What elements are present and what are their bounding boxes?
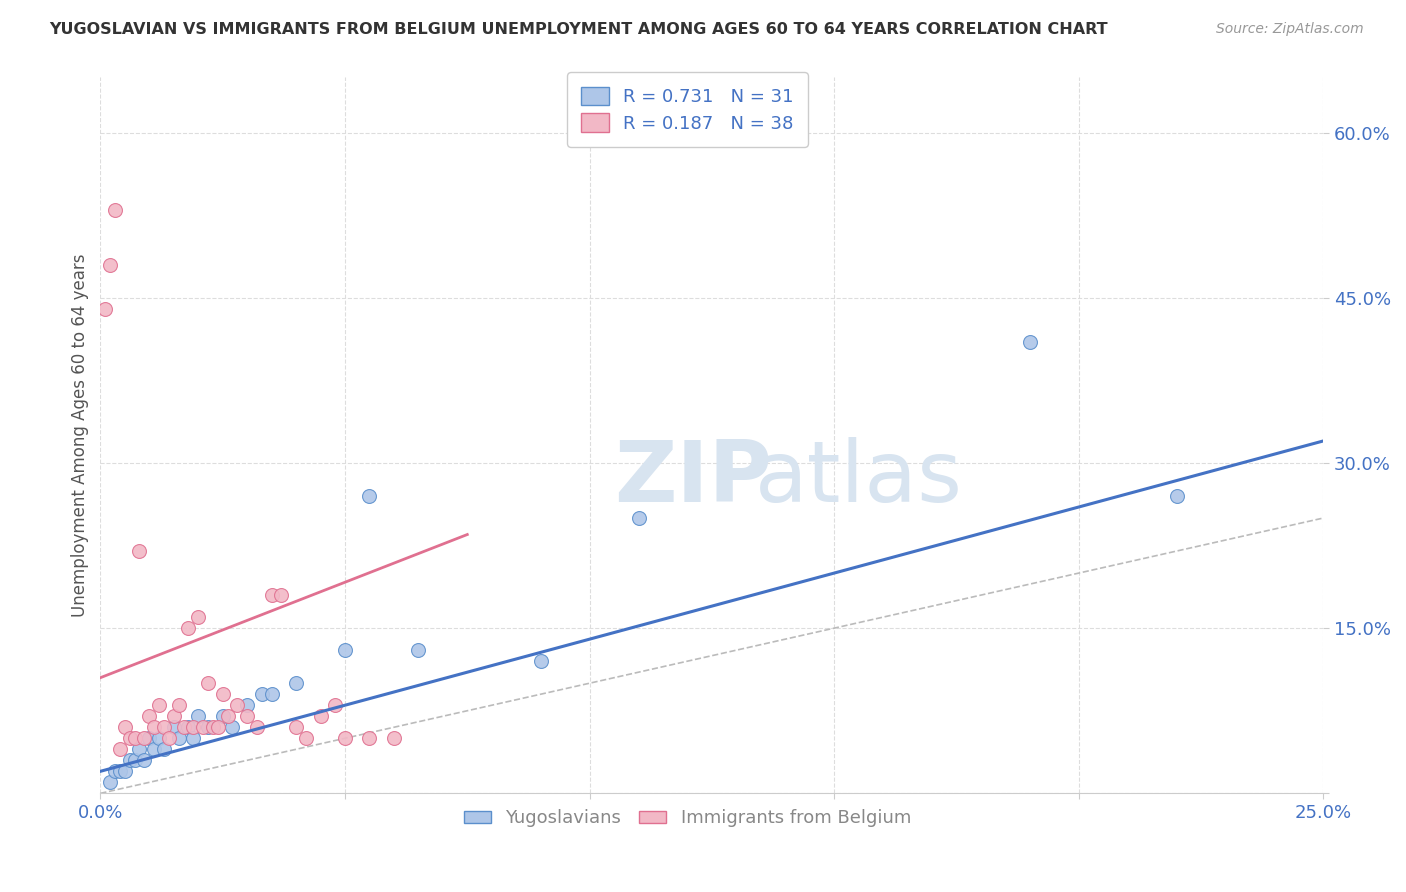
Point (309, 709, 332, 723)
Point (114, 764, 136, 779)
Point (530, 654, 553, 668)
Y-axis label: Unemployment Among Ages 60 to 64 years: Unemployment Among Ages 60 to 64 years (72, 253, 89, 617)
Point (197, 676, 219, 690)
Point (181, 731, 204, 746)
Point (270, 588, 292, 602)
Text: Source: ZipAtlas.com: Source: ZipAtlas.com (1216, 22, 1364, 37)
Point (153, 742, 176, 756)
Point (333, 731, 356, 746)
Point (104, 202, 127, 217)
Point (98, 775, 121, 789)
Point (221, 720, 243, 734)
Point (246, 720, 269, 734)
Point (134, 753, 156, 767)
Point (143, 742, 166, 756)
Point (177, 621, 200, 635)
Point (191, 720, 214, 734)
Point (163, 709, 186, 723)
Point (104, 764, 127, 779)
Point (359, 489, 381, 503)
Point (1166, 489, 1188, 503)
Legend: Yugoslavians, Immigrants from Belgium: Yugoslavians, Immigrants from Belgium (457, 802, 918, 834)
Point (138, 731, 160, 746)
Point (382, 731, 405, 746)
Point (333, 643, 356, 657)
Point (408, 643, 430, 657)
Point (177, 720, 200, 734)
Point (187, 610, 209, 624)
Point (124, 731, 146, 746)
Point (148, 731, 170, 746)
Point (295, 731, 318, 746)
Point (163, 720, 186, 734)
Point (260, 687, 283, 701)
Point (217, 709, 239, 723)
Point (118, 753, 141, 767)
Point (201, 720, 224, 734)
Point (138, 709, 160, 723)
Point (167, 698, 190, 713)
Point (157, 731, 180, 746)
Point (118, 731, 141, 746)
Point (207, 720, 229, 734)
Point (148, 698, 170, 713)
Point (108, 764, 131, 779)
Text: atlas: atlas (755, 437, 963, 520)
Point (359, 731, 381, 746)
Point (181, 720, 204, 734)
Point (94, 301, 117, 316)
Point (236, 698, 259, 713)
Point (128, 544, 150, 558)
Point (250, 687, 273, 701)
Text: YUGOSLAVIAN VS IMMIGRANTS FROM BELGIUM UNEMPLOYMENT AMONG AGES 60 TO 64 YEARS CO: YUGOSLAVIAN VS IMMIGRANTS FROM BELGIUM U… (49, 22, 1108, 37)
Point (134, 731, 156, 746)
Point (143, 720, 166, 734)
Point (114, 720, 136, 734)
Point (98, 258, 121, 272)
Point (211, 709, 233, 723)
Point (226, 698, 249, 713)
Point (260, 588, 283, 602)
Point (285, 720, 308, 734)
Point (153, 720, 176, 734)
Point (187, 709, 209, 723)
Point (236, 709, 259, 723)
Point (1019, 334, 1042, 349)
Point (128, 742, 150, 756)
Point (627, 511, 650, 525)
Point (124, 753, 146, 767)
Point (323, 698, 346, 713)
Text: ZIP: ZIP (614, 437, 772, 520)
Point (108, 742, 131, 756)
Point (197, 720, 219, 734)
Point (285, 676, 308, 690)
Point (211, 687, 233, 701)
Point (173, 720, 195, 734)
Point (167, 731, 190, 746)
